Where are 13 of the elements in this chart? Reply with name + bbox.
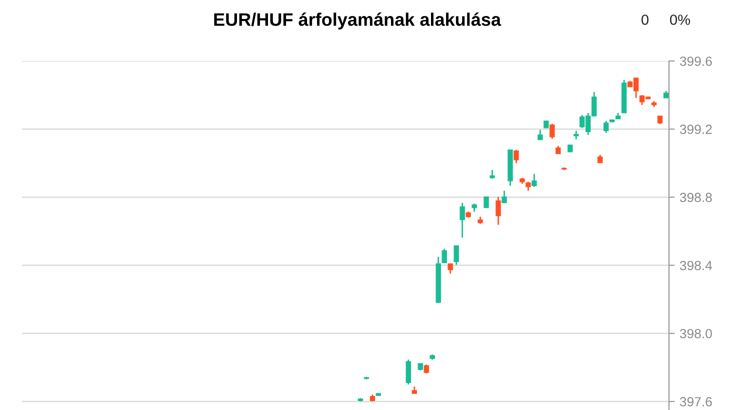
text: 0 [642, 14, 648, 25]
chart-title: EUR/HUF árfolyamának alakulása [214, 12, 502, 30]
candlestick [484, 196, 489, 208]
y-tick-label: 398.0 [680, 328, 712, 338]
y-tick-label: 399.2 [680, 124, 712, 134]
y-tick-label: 398.8 [680, 192, 712, 202]
candlestick [609, 120, 615, 122]
candlestick [544, 120, 549, 129]
y-tick-label: 398.4 [680, 260, 712, 270]
text: 0% [670, 14, 690, 25]
y-tick-label: 399.6 [680, 56, 712, 66]
y-tick-label: 397.6 [680, 397, 712, 406]
candlestick [568, 144, 573, 153]
